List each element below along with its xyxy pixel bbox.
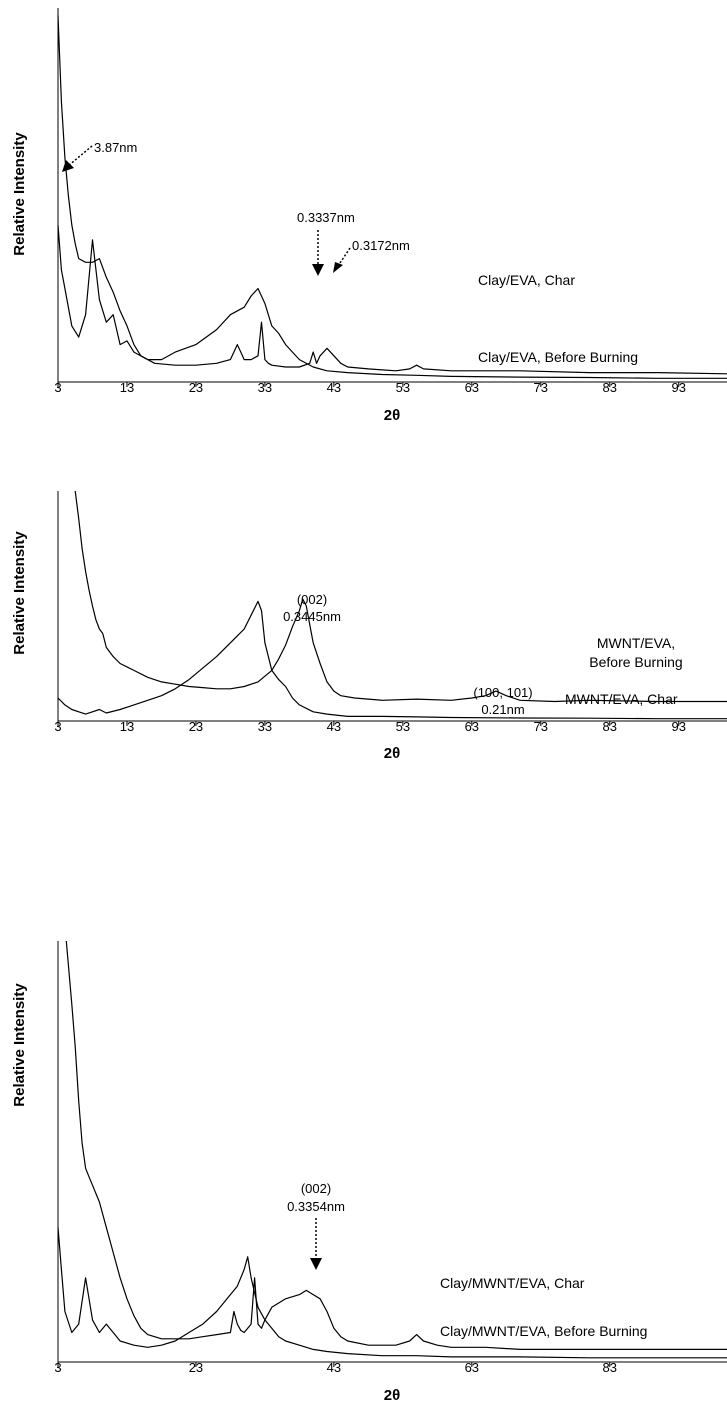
plot-area-1: 3 13 23 33 43 53 63 73 83 93 <box>54 8 727 395</box>
y-axis-label: Relative Intensity <box>11 983 28 1107</box>
x-tick-label: 43 <box>327 1360 341 1375</box>
x-tick-label: 3 <box>54 380 61 395</box>
series-label-before: Clay/MWNT/EVA, Before Burning <box>440 1323 647 1339</box>
arrowhead-0-3354nm <box>310 1258 322 1270</box>
annotation-0-3172nm: 0.3172nm <box>352 238 410 253</box>
plot-area-3: 3 23 43 63 83 <box>54 940 727 1375</box>
series-line-char <box>57 15 727 375</box>
series-label-before-line2: Before Burning <box>589 654 682 670</box>
x-tick-label: 63 <box>465 380 479 395</box>
series-label-char: Clay/MWNT/EVA, Char <box>440 1275 585 1291</box>
arrow-3-87nm <box>67 145 93 167</box>
x-tick-label: 33 <box>258 719 272 734</box>
x-tick-label: 93 <box>671 380 685 395</box>
arrowhead-0-3172nm <box>333 262 343 273</box>
panel-mwnt-eva: Relative Intensity 2θ MWNT/EVA, Char MWN… <box>11 531 683 762</box>
x-tick-label: 3 <box>54 719 61 734</box>
x-tick-label: 83 <box>603 1360 617 1375</box>
annotation-0-3354nm: 0.3354nm <box>287 1199 345 1214</box>
y-axis-label: Relative Intensity <box>11 531 28 655</box>
x-tick-label: 23 <box>189 1360 203 1375</box>
x-tick-label: 43 <box>327 719 341 734</box>
x-tick-label: 23 <box>189 380 203 395</box>
series-line-before-burning <box>57 1227 727 1359</box>
annotation-002: (002) <box>301 1181 331 1196</box>
series-label-char: MWNT/EVA, Char <box>565 691 678 707</box>
panel-clay-mwnt-eva: Relative Intensity 2θ Clay/MWNT/EVA, Cha… <box>11 983 647 1404</box>
x-tick-label: 53 <box>396 719 410 734</box>
x-axis-label: 2θ <box>384 407 400 424</box>
x-tick-label: 43 <box>327 380 341 395</box>
annotation-0-21nm: 0.21nm <box>481 702 524 717</box>
x-tick-label: 13 <box>120 380 134 395</box>
x-tick-label: 83 <box>603 719 617 734</box>
x-tick-label: 73 <box>534 719 548 734</box>
series-label-before: Clay/EVA, Before Burning <box>478 349 638 365</box>
series-line-char <box>65 940 727 1350</box>
series-line-before-burning <box>57 600 727 720</box>
x-tick-label: 63 <box>465 719 479 734</box>
annotation-arrows <box>67 145 351 268</box>
y-axis-label: Relative Intensity <box>11 132 28 256</box>
annotation-3-87nm: 3.87nm <box>94 140 137 155</box>
x-tick-label: 93 <box>671 719 685 734</box>
x-tick-label: 73 <box>534 380 548 395</box>
series-line-char <box>74 490 727 703</box>
series-label-char: Clay/EVA, Char <box>478 272 575 288</box>
x-tick-label: 23 <box>189 719 203 734</box>
plot-area-2: 3 13 23 33 43 53 63 73 83 93 <box>54 490 727 734</box>
x-axis-label: 2θ <box>384 745 400 762</box>
arrow-0-3172nm <box>337 247 351 267</box>
annotation-0-3337nm: 0.3337nm <box>297 210 355 225</box>
arrowhead-0-3337nm <box>312 264 324 276</box>
annotation-100-101: (100, 101) <box>473 685 532 700</box>
plot-layer: 3 13 23 33 43 53 63 73 83 93 3 13 23 33 43 53 63 73 83 93 3 2… <box>54 8 727 1375</box>
x-tick-label: 63 <box>465 1360 479 1375</box>
x-axis-label: 2θ <box>384 1387 400 1404</box>
annotation-0-3445nm: 0.3445nm <box>283 609 341 624</box>
x-tick-label: 3 <box>54 1360 61 1375</box>
x-tick-label: 83 <box>603 380 617 395</box>
x-tick-label: 53 <box>396 380 410 395</box>
x-tick-label: 33 <box>258 380 272 395</box>
x-tick-label: 13 <box>120 719 134 734</box>
series-label-before-line1: MWNT/EVA, <box>597 635 675 651</box>
series-line-before-burning <box>57 224 727 379</box>
